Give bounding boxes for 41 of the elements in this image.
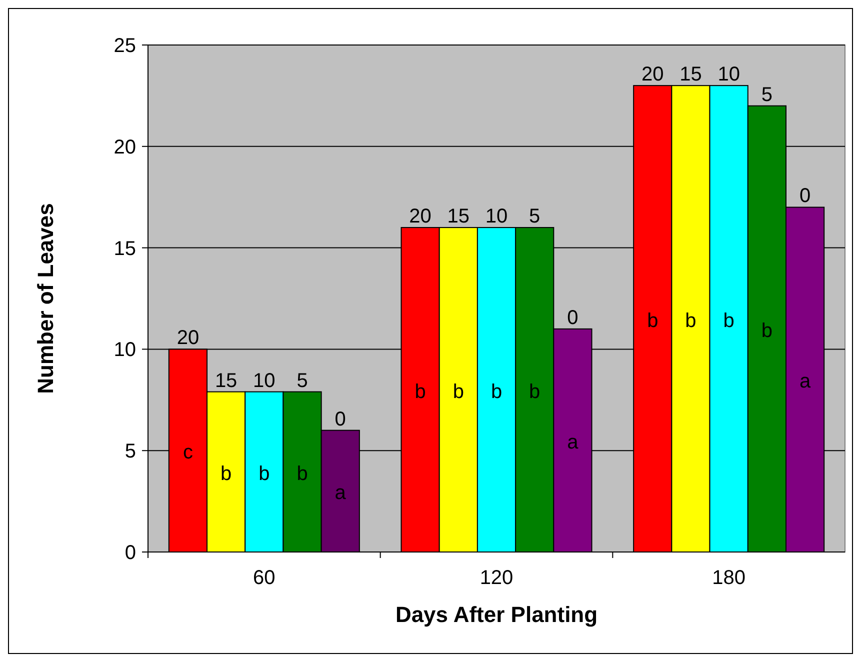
data-label: b xyxy=(529,380,540,403)
series-label: 20 xyxy=(176,327,200,350)
text: 15 xyxy=(680,64,702,86)
x-tick-label: 60 xyxy=(253,567,276,589)
text: 0 xyxy=(799,185,811,208)
data-label: b xyxy=(220,462,232,485)
x-tick-label: 120 xyxy=(480,567,514,589)
y-tick-label: 20 xyxy=(114,136,136,158)
data-label: a xyxy=(334,482,347,504)
y-tick-label: 15 xyxy=(114,238,136,260)
text: 5 xyxy=(761,84,772,106)
y-tick-label: 5 xyxy=(124,440,136,463)
data-label: b xyxy=(414,380,426,403)
data-label: b xyxy=(761,320,772,342)
y-tick-label: 10 xyxy=(114,339,136,362)
series-label: 5 xyxy=(296,370,308,392)
y-axis-title: Number of Leaves xyxy=(33,203,58,394)
data-label: b xyxy=(452,380,464,403)
data-label: b xyxy=(723,310,734,332)
text: 20 xyxy=(642,64,664,86)
text: 10 xyxy=(485,206,508,228)
data-label: b xyxy=(296,462,308,485)
text: 0 xyxy=(567,306,578,329)
series-label: 0 xyxy=(334,408,346,430)
data-label: b xyxy=(258,462,270,485)
text: 10 xyxy=(718,64,740,86)
data-label: a xyxy=(799,370,812,393)
series-label: 15 xyxy=(214,370,238,392)
x-tick-label: 180 xyxy=(712,567,746,589)
data-label: c xyxy=(182,442,193,464)
y-tick-label: 25 xyxy=(114,35,136,57)
series-label: 10 xyxy=(253,370,276,392)
text: 5 xyxy=(529,206,540,228)
data-label: a xyxy=(567,431,580,454)
data-label: b xyxy=(647,310,658,332)
text: 15 xyxy=(447,206,470,228)
text: 20 xyxy=(409,206,432,228)
data-label: b xyxy=(685,310,696,332)
data-label: b xyxy=(490,380,502,403)
x-axis-title: Days After Planting xyxy=(395,602,598,627)
y-tick-label: 0 xyxy=(124,542,136,564)
